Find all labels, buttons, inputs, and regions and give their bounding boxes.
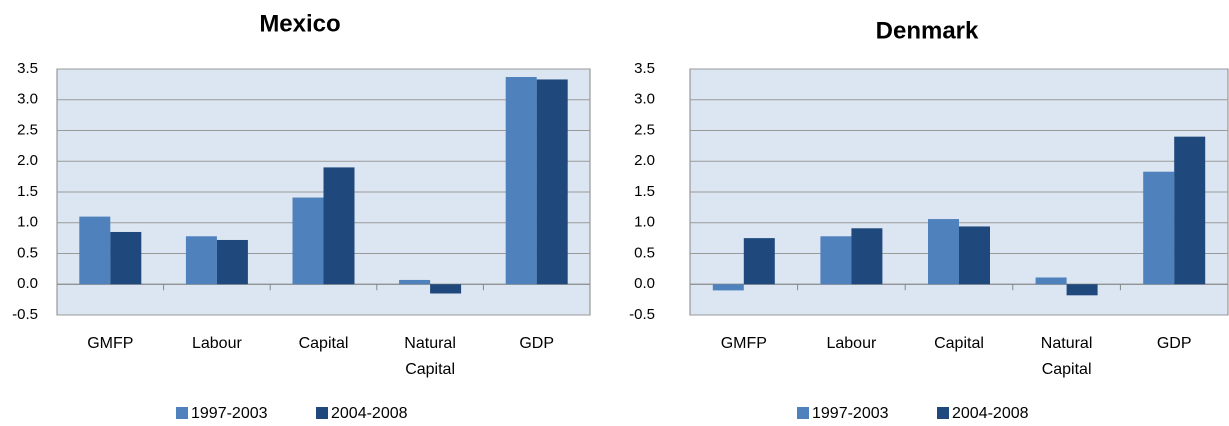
y-tick-label: 1.5	[17, 183, 38, 200]
y-tick-label: -0.5	[629, 306, 655, 323]
legend-label: 1997-2003	[812, 405, 889, 422]
x-tick-label: GMFP	[87, 335, 134, 352]
x-tick-label: GDP	[519, 335, 555, 352]
bar	[1174, 136, 1206, 285]
legend-swatch	[937, 407, 949, 419]
y-tick-label: 1.5	[634, 183, 655, 200]
bar	[536, 79, 568, 285]
bar	[1035, 277, 1067, 285]
y-tick-label: 0.0	[634, 275, 655, 292]
x-tick-label: Labour	[191, 335, 242, 352]
x-tick-label: Capital	[934, 335, 984, 352]
bar	[928, 219, 959, 285]
chart-title: Mexico	[259, 10, 340, 37]
legend-swatch	[316, 407, 328, 419]
bar	[851, 228, 883, 285]
y-tick-label: 2.5	[17, 121, 38, 138]
bar	[712, 284, 744, 291]
y-tick-label: 1.0	[17, 214, 38, 231]
y-tick-label: 3.0	[634, 91, 655, 108]
legend-swatch	[797, 407, 809, 419]
x-tick-label: Labour	[826, 335, 877, 352]
bar	[1066, 284, 1098, 296]
bar	[1143, 171, 1175, 285]
x-tick-label: Natural Capital	[404, 335, 456, 378]
bar	[216, 239, 248, 285]
bar	[79, 216, 111, 285]
bar	[505, 76, 537, 285]
x-tick-label: GMFP	[720, 335, 767, 352]
y-tick-label: 2.5	[634, 121, 655, 138]
bar	[292, 197, 324, 285]
x-tick-label: GDP	[1156, 335, 1192, 352]
bar	[110, 231, 142, 285]
y-tick-label: 3.0	[17, 91, 38, 108]
y-tick-label: 0.5	[634, 244, 655, 261]
bar	[820, 236, 852, 285]
x-tick-label: Natural Capital	[1040, 335, 1093, 378]
y-tick-label: -0.5	[12, 306, 38, 323]
y-tick-label: 3.5	[17, 60, 38, 77]
x-tick-label: Capital	[298, 335, 349, 352]
y-tick-label: 2.0	[634, 152, 655, 169]
bar	[430, 284, 462, 294]
bar	[323, 167, 355, 285]
bar	[743, 238, 775, 285]
y-tick-label: 3.5	[634, 60, 655, 77]
legend-swatch	[176, 407, 188, 419]
legend-label: 2004-2008	[952, 405, 1029, 422]
legend-label: 1997-2003	[191, 405, 268, 422]
y-tick-label: 2.0	[17, 152, 38, 169]
bar	[959, 226, 990, 285]
legend-label: 2004-2008	[331, 405, 408, 422]
y-tick-label: 0.0	[17, 275, 38, 292]
y-tick-label: 0.5	[17, 244, 38, 261]
y-tick-label: 1.0	[634, 214, 655, 231]
chart-title: Denmark	[876, 17, 979, 44]
bar	[399, 279, 431, 285]
bar	[185, 236, 217, 285]
